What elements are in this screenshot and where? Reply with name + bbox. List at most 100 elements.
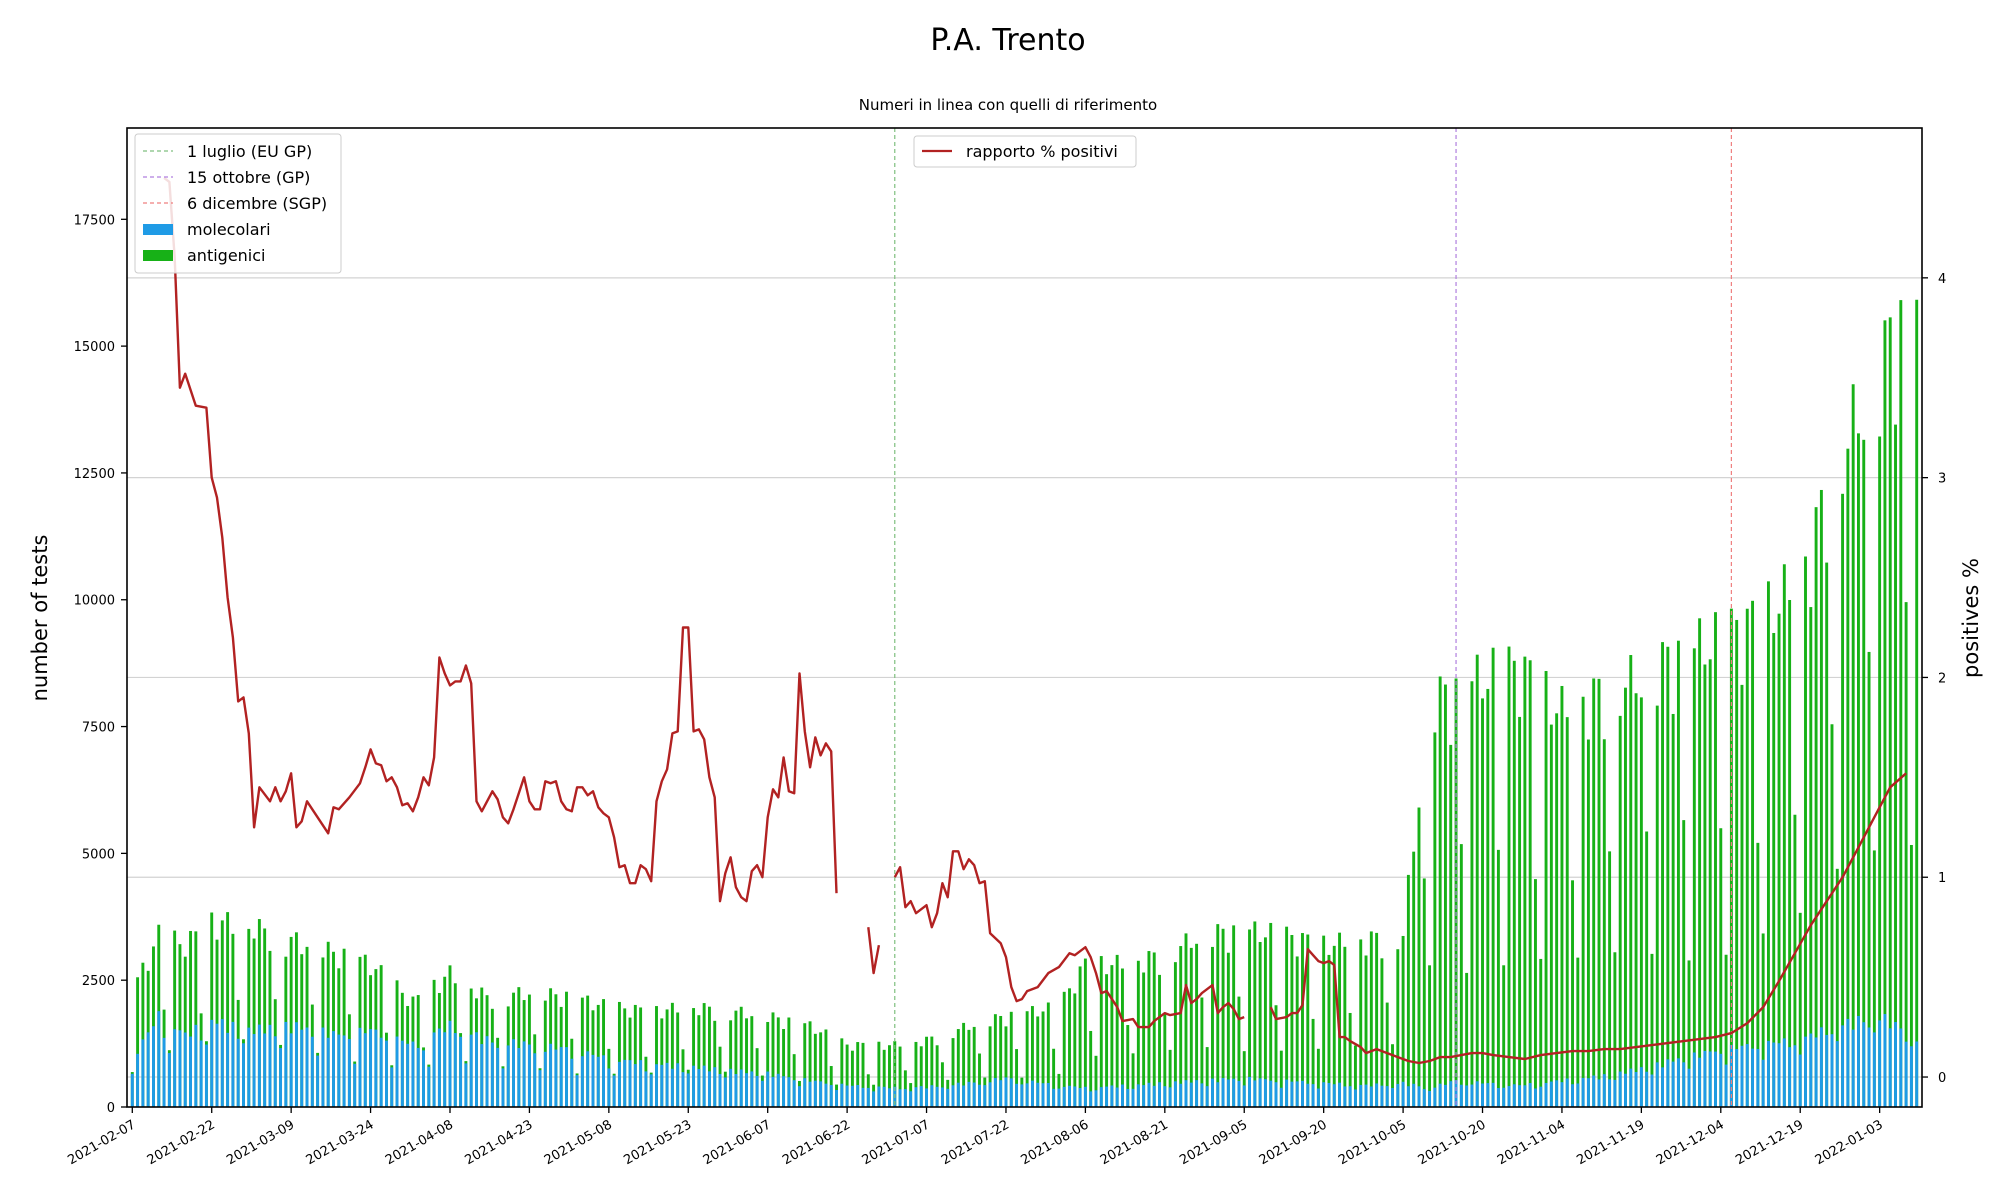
x-tick-label: 2021-08-21 xyxy=(1098,1117,1171,1168)
bar-antigenici xyxy=(1470,681,1474,1107)
bar-antigenici xyxy=(1761,933,1765,1107)
bar-molecolari xyxy=(1592,1075,1596,1107)
bar-antigenici xyxy=(1571,880,1574,1107)
bar-antigenici xyxy=(940,1062,944,1107)
bar-molecolari xyxy=(760,1080,764,1107)
bar-antigenici xyxy=(1242,1051,1246,1107)
bar-antigenici xyxy=(1576,957,1580,1107)
bar-antigenici xyxy=(1788,600,1792,1107)
bar-molecolari xyxy=(1602,1074,1606,1107)
line-positivi xyxy=(893,850,1245,1029)
bar-antigenici xyxy=(1068,988,1071,1107)
bar-molecolari xyxy=(1751,1048,1755,1107)
y-tick-label: 2500 xyxy=(82,974,115,989)
bar-antigenici xyxy=(660,1018,664,1107)
bar-antigenici xyxy=(745,1018,748,1107)
bar-molecolari xyxy=(448,1020,452,1107)
bar-molecolari xyxy=(845,1085,849,1107)
bar-molecolari xyxy=(379,1037,383,1107)
bar-molecolari xyxy=(1422,1089,1426,1107)
bar-molecolari xyxy=(326,1037,330,1107)
bar-molecolari xyxy=(1306,1083,1310,1107)
bar-molecolari xyxy=(252,1034,256,1107)
bar-antigenici xyxy=(189,930,192,1107)
bar-antigenici xyxy=(665,1009,669,1107)
bar-antigenici xyxy=(1756,842,1760,1107)
bar-molecolari xyxy=(215,1023,219,1107)
y-axis-right: 0 1 2 3 4 xyxy=(1922,272,1946,1086)
bar-antigenici xyxy=(1401,935,1405,1107)
bar-antigenici xyxy=(1915,299,1919,1107)
bar-molecolari xyxy=(898,1089,902,1107)
bar-antigenici xyxy=(935,1045,939,1107)
bar-antigenici xyxy=(1857,433,1860,1107)
bar-molecolari xyxy=(1009,1078,1013,1107)
bar-molecolari xyxy=(1555,1080,1559,1107)
bar-molecolari xyxy=(512,1039,515,1107)
bar-molecolari xyxy=(146,1032,150,1107)
bar-antigenici xyxy=(1894,424,1897,1108)
bar-antigenici xyxy=(1872,850,1876,1107)
bar-molecolari xyxy=(739,1069,743,1107)
bar-molecolari xyxy=(189,1036,192,1107)
bar-molecolari xyxy=(242,1043,245,1107)
bar-molecolari xyxy=(1046,1082,1050,1107)
bar-antigenici xyxy=(1221,928,1225,1107)
bar-molecolari xyxy=(1756,1048,1760,1107)
bar-antigenici xyxy=(1475,654,1479,1107)
bar-antigenici xyxy=(1608,851,1612,1107)
bar-molecolari xyxy=(649,1074,653,1107)
bar-molecolari xyxy=(332,1031,335,1107)
bar-antigenici xyxy=(1433,732,1437,1107)
bar-molecolari xyxy=(411,1041,415,1107)
bar-molecolari xyxy=(829,1085,833,1107)
bar-antigenici xyxy=(263,928,267,1107)
bar-antigenici xyxy=(1544,671,1548,1107)
bar-antigenici xyxy=(1878,436,1882,1107)
bar-molecolari xyxy=(1173,1081,1177,1107)
bar-antigenici xyxy=(210,912,214,1107)
bar-antigenici xyxy=(856,1042,860,1107)
bar-molecolari xyxy=(1406,1086,1410,1107)
bar-antigenici xyxy=(1618,715,1622,1107)
bar-molecolari xyxy=(1534,1088,1537,1107)
bar-molecolari xyxy=(1645,1071,1649,1107)
bar-antigenici xyxy=(1295,956,1299,1107)
bar-antigenici xyxy=(967,1029,971,1107)
bar-antigenici xyxy=(1290,935,1294,1107)
bar-molecolari xyxy=(988,1082,992,1107)
bar-molecolari xyxy=(633,1064,637,1107)
bar-molecolari xyxy=(580,1056,584,1107)
bar-antigenici xyxy=(1237,996,1241,1107)
bar-molecolari xyxy=(951,1085,955,1107)
bar-molecolari xyxy=(527,1044,531,1107)
bar-molecolari xyxy=(734,1074,738,1107)
bar-molecolari xyxy=(416,1047,420,1107)
bar-molecolari xyxy=(157,1011,161,1107)
bar-molecolari xyxy=(856,1085,860,1107)
bar-molecolari xyxy=(1444,1084,1447,1107)
bar-antigenici xyxy=(1152,952,1156,1107)
bar-antigenici xyxy=(1486,688,1490,1107)
bar-molecolari xyxy=(644,1071,648,1107)
legend-label-molecolari: molecolari xyxy=(187,220,271,239)
bar-molecolari xyxy=(1518,1085,1522,1107)
bar-antigenici xyxy=(692,1008,696,1107)
bar-antigenici xyxy=(1565,717,1569,1107)
bar-molecolari xyxy=(1301,1080,1304,1107)
bar-molecolari xyxy=(1888,1028,1892,1107)
bar-molecolari xyxy=(1851,1029,1855,1107)
bar-antigenici xyxy=(766,1021,770,1107)
bar-antigenici xyxy=(1422,878,1426,1107)
bar-molecolari xyxy=(1353,1089,1357,1107)
bar-molecolari xyxy=(840,1083,844,1107)
bar-molecolari xyxy=(665,1062,669,1107)
bar-molecolari xyxy=(925,1088,928,1107)
bar-molecolari xyxy=(475,1032,478,1107)
bar-molecolari xyxy=(909,1091,913,1107)
x-tick-label: 2021-11-19 xyxy=(1574,1117,1647,1168)
bar-molecolari xyxy=(729,1068,733,1107)
bar-antigenici xyxy=(305,946,309,1107)
bar-antigenici xyxy=(1502,965,1506,1107)
bars xyxy=(130,299,1919,1108)
